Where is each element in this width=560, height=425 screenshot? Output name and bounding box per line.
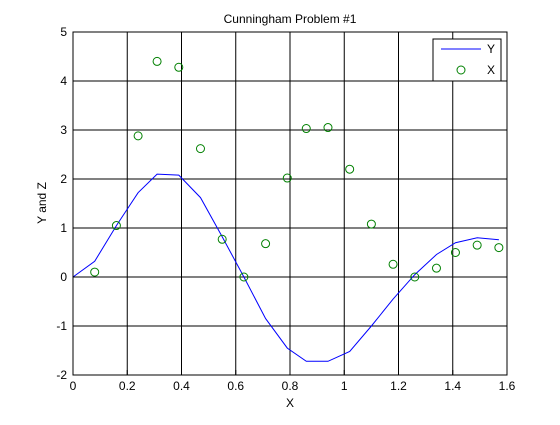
y-axis: -2 -1 0 1 2 3 4 5 [56,25,78,382]
x-tick-label: 0.2 [119,379,136,393]
x-tick-label: 0.4 [173,379,190,393]
y-tick-label: 0 [60,270,67,284]
legend-label-y: Y [487,42,495,56]
legend: Y X [432,38,502,82]
x-tick-label: 1.6 [499,379,516,393]
data-point-x [111,221,121,231]
data-point-x [450,248,460,257]
data-point-x [388,259,398,269]
y-tick-label: 4 [60,74,67,88]
x-tick-label: 0.8 [282,379,299,393]
series-x-points [90,56,504,282]
data-point-x [195,144,205,154]
legend-label-x: X [487,63,495,77]
x-tick-label: 1.4 [444,379,461,393]
y-axis-label: Y and Z [35,182,49,224]
legend-marker-swatch [456,65,466,75]
data-point-x [90,267,100,277]
series-y-line [72,173,499,362]
series-y-polyline [72,173,499,362]
data-point-x [282,173,292,183]
y-tick-label: 1 [60,221,67,235]
data-point-x [472,240,482,250]
legend-box [432,38,502,82]
data-point-x [494,243,504,253]
data-point-x [410,272,420,282]
data-point-x [301,124,311,134]
data-point-x [174,62,184,72]
x-tick-label: 0.6 [227,379,244,393]
y-tick-label: 3 [60,123,67,137]
x-tick-label: 1 [341,379,348,393]
data-point-x [261,239,271,249]
x-axis: 0 0.2 0.4 0.6 0.8 1 1.2 1.4 1.6 [70,370,516,393]
data-point-x [217,234,227,244]
y-tick-label: 2 [60,172,67,186]
y-tick-label: 5 [60,25,67,39]
chart-title: Cunningham Problem #1 [224,12,357,26]
data-point-x [431,263,441,273]
x-tick-label: 1.2 [390,379,407,393]
data-point-x [239,272,249,282]
x-tick-label: 0 [70,379,77,393]
data-point-x [323,123,333,133]
y-tick-label: -1 [56,319,67,333]
x-axis-label: X [286,396,294,410]
data-point-x [366,219,376,229]
data-point-x [345,164,355,174]
y-tick-label: -2 [56,368,67,382]
data-point-x [133,131,143,141]
data-point-x [152,56,162,66]
